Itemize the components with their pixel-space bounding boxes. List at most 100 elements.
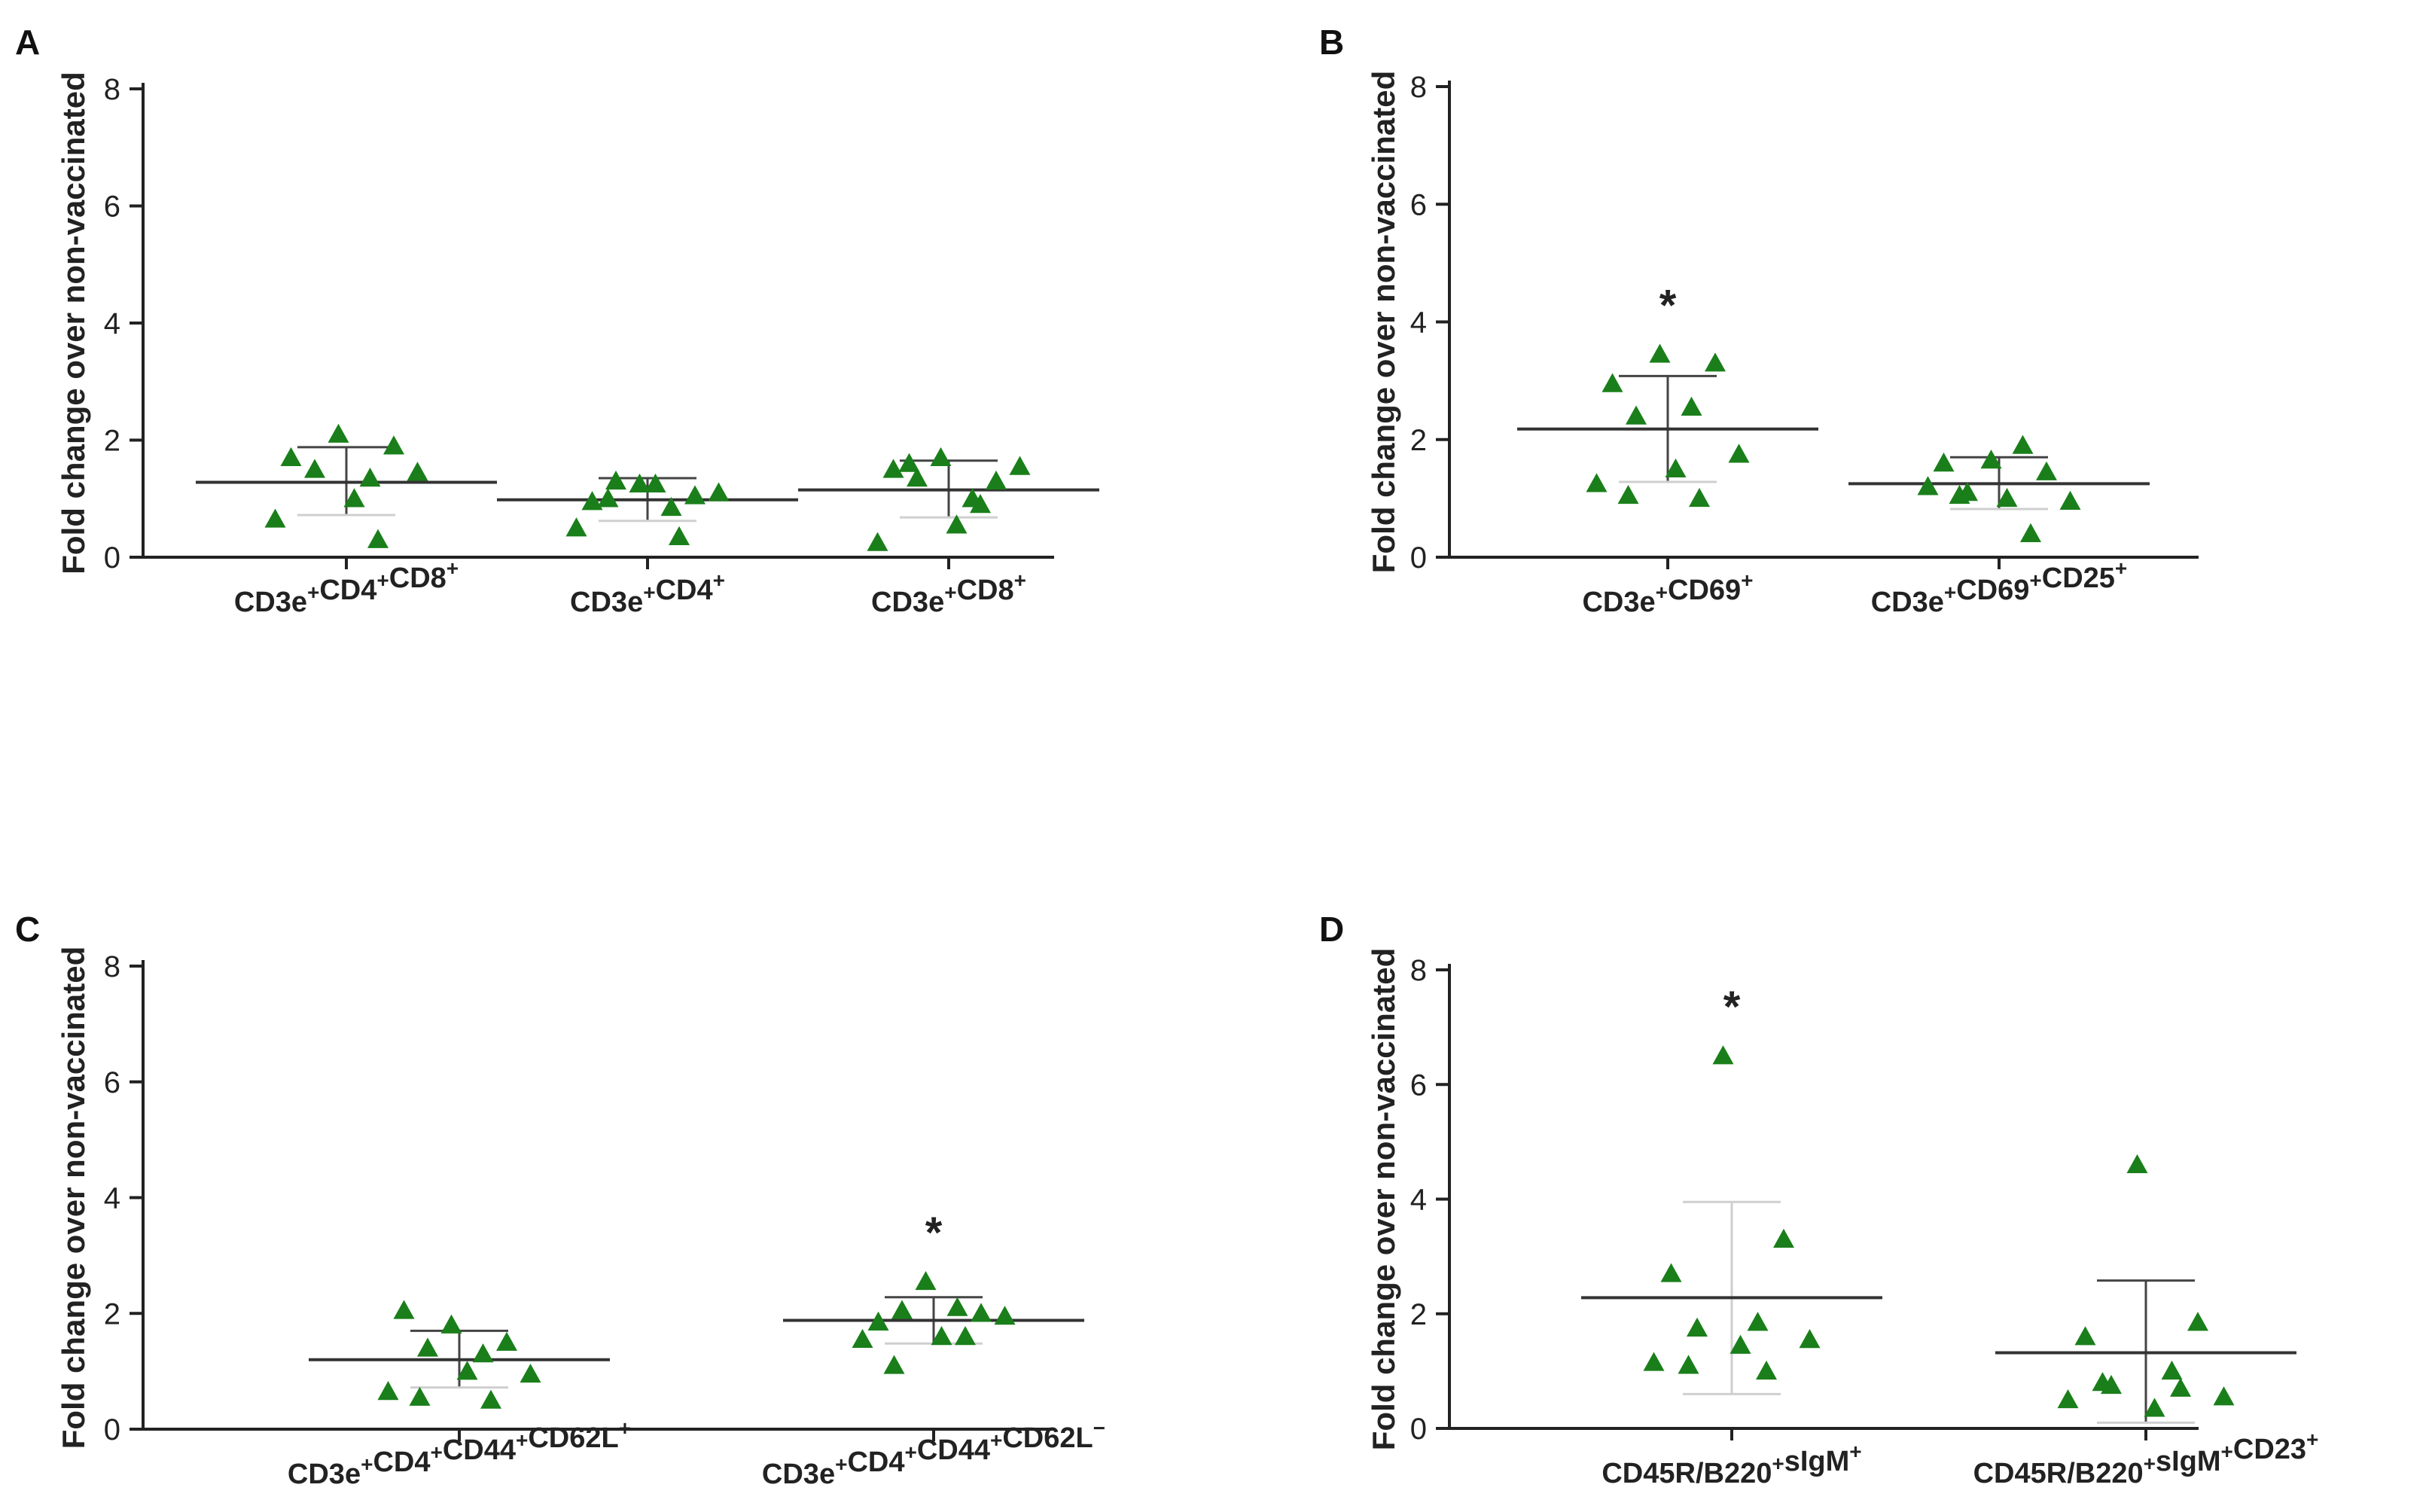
data-point bbox=[520, 1363, 541, 1383]
data-point bbox=[994, 1306, 1016, 1325]
data-point bbox=[1773, 1228, 1794, 1248]
significance-marker: * bbox=[1723, 983, 1741, 1032]
data-point bbox=[328, 423, 349, 443]
data-point bbox=[986, 470, 1007, 490]
category-group: CD3e+CD4+CD8+ bbox=[196, 423, 497, 618]
y-tick-label: 2 bbox=[1410, 1298, 1427, 1331]
y-tick-label: 8 bbox=[104, 950, 120, 983]
data-point bbox=[1678, 1355, 1699, 1374]
data-point bbox=[367, 529, 389, 548]
y-tick-label: 8 bbox=[1410, 71, 1427, 104]
data-point bbox=[1602, 373, 1623, 392]
data-point bbox=[359, 468, 381, 487]
y-axis-label: Fold change over non-vaccinated bbox=[1366, 71, 1401, 573]
data-point bbox=[1665, 458, 1687, 478]
data-point bbox=[915, 1270, 937, 1291]
label-superscript: + bbox=[2221, 1440, 2233, 1463]
panel-letter: C bbox=[15, 910, 40, 949]
data-point bbox=[669, 526, 690, 545]
label-part: sIgM bbox=[2156, 1446, 2221, 1477]
data-point bbox=[1712, 1045, 1734, 1065]
category-group: CD45R/B220+sIgM+ * bbox=[1581, 983, 1882, 1489]
data-point bbox=[597, 488, 619, 508]
label-part: CD44 bbox=[443, 1434, 516, 1466]
panel-letter: A bbox=[15, 23, 40, 62]
label-part: sIgM bbox=[1784, 1446, 1850, 1477]
data-point bbox=[343, 488, 365, 508]
data-point bbox=[1705, 352, 1726, 372]
data-point bbox=[1949, 484, 1970, 505]
label-part: CD3e bbox=[762, 1459, 835, 1490]
label-part: CD3e bbox=[1871, 587, 1944, 618]
significance-marker: * bbox=[1659, 281, 1677, 330]
y-tick-label: 8 bbox=[1410, 954, 1427, 987]
label-superscript: + bbox=[904, 1440, 916, 1464]
label-part: CD62L bbox=[1002, 1422, 1093, 1454]
data-point bbox=[955, 1326, 976, 1346]
data-point bbox=[1728, 444, 1750, 463]
label-superscript: + bbox=[2306, 1428, 2318, 1451]
panel-letter: D bbox=[1319, 910, 1344, 949]
data-point bbox=[1980, 450, 2002, 469]
data-point bbox=[2074, 1326, 2096, 1346]
label-superscript: + bbox=[1014, 569, 1026, 592]
data-point bbox=[377, 1381, 399, 1401]
x-category-label: CD3e+CD4+CD8+ bbox=[234, 556, 459, 618]
label-superscript: + bbox=[713, 569, 725, 592]
data-point bbox=[1689, 487, 1710, 508]
y-tick-label: 2 bbox=[1410, 424, 1427, 457]
data-point bbox=[907, 468, 928, 487]
y-axis-label: Fold change over non-vaccinated bbox=[1366, 948, 1401, 1450]
label-superscript: + bbox=[2029, 569, 2041, 592]
label-superscript: + bbox=[835, 1453, 847, 1476]
label-superscript: + bbox=[944, 581, 956, 604]
data-point bbox=[684, 485, 706, 505]
label-superscript: + bbox=[430, 1440, 442, 1464]
x-category-label: CD3e+CD4+CD44+CD62L+ bbox=[288, 1416, 631, 1490]
label-part: CD8 bbox=[389, 562, 446, 594]
panel-c: C 0 2 4 6 8 Fold change over non-vaccinated CD3… bbox=[15, 910, 1105, 1490]
category-group: CD3e+CD69+CD25+ bbox=[1848, 434, 2150, 618]
x-category-label: CD3e+CD4+CD44+CD62L− bbox=[762, 1416, 1105, 1490]
y-tick-label: 0 bbox=[1410, 541, 1427, 575]
label-superscript: + bbox=[2144, 1452, 2156, 1475]
panel-d: D 0 2 4 6 8 Fold change over non-vaccinated CD4… bbox=[1319, 910, 2318, 1489]
y-tick-label: 6 bbox=[104, 191, 120, 224]
data-point bbox=[645, 473, 666, 493]
y-axis-label: Fold change over non-vaccinated bbox=[56, 947, 91, 1449]
y-tick-label: 8 bbox=[104, 73, 120, 106]
y-tick-label: 4 bbox=[1410, 306, 1427, 340]
label-part: CD4 bbox=[373, 1446, 430, 1478]
x-category-label: CD3e+CD69+ bbox=[1582, 569, 1753, 618]
data-point bbox=[1799, 1329, 1821, 1349]
data-point bbox=[930, 447, 952, 467]
y-tick-label: 6 bbox=[104, 1066, 120, 1099]
label-superscript: + bbox=[516, 1428, 528, 1452]
y-tick-label: 6 bbox=[1410, 1068, 1427, 1102]
label-part: CD4 bbox=[656, 575, 713, 606]
x-category-label: CD45R/B220+sIgM+ bbox=[1602, 1440, 1861, 1489]
label-part: CD8 bbox=[957, 575, 1014, 606]
y-tick-label: 2 bbox=[104, 425, 120, 458]
label-part: CD3e bbox=[234, 587, 307, 618]
data-point bbox=[2020, 523, 2041, 542]
data-point bbox=[2144, 1398, 2165, 1417]
data-point bbox=[440, 1314, 462, 1334]
label-superscript: + bbox=[1741, 569, 1753, 592]
data-point bbox=[2036, 461, 2057, 480]
label-part: CD25 bbox=[2042, 562, 2115, 594]
data-point bbox=[946, 1297, 968, 1316]
category-group: CD3e+CD4+CD44+CD62L−* bbox=[762, 1209, 1105, 1490]
data-point bbox=[1687, 1317, 1708, 1337]
label-part: CD69 bbox=[1956, 575, 2029, 606]
label-part: CD23 bbox=[2233, 1434, 2306, 1465]
label-superscript: + bbox=[361, 1453, 373, 1476]
data-point bbox=[280, 447, 302, 467]
x-category-label: CD3e+CD8+ bbox=[871, 569, 1026, 618]
data-point bbox=[629, 473, 651, 493]
data-point bbox=[1586, 473, 1608, 492]
data-point bbox=[883, 1355, 905, 1374]
y-axis-label: Fold change over non-vaccinated bbox=[56, 72, 91, 574]
data-point bbox=[2187, 1312, 2208, 1331]
